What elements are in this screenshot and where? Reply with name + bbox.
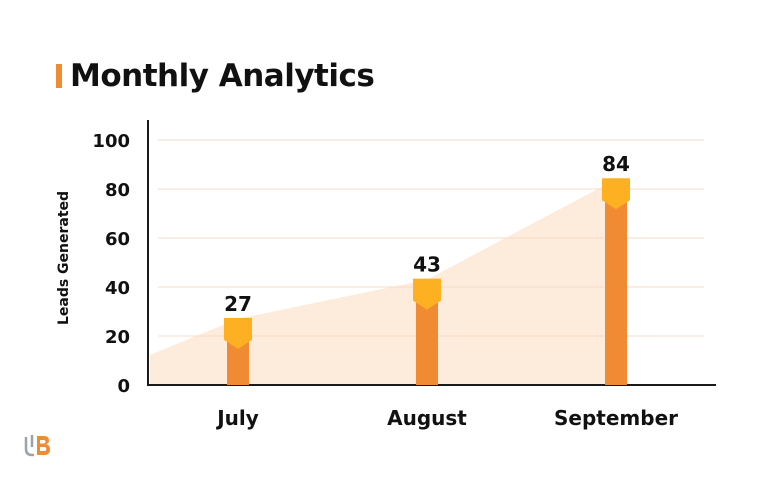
x-tick-label: July [215,406,259,430]
x-tick-label: September [554,406,678,430]
y-tick-label: 100 [92,131,130,152]
data-label: 84 [602,152,630,176]
y-tick-label: 80 [105,180,130,201]
bar-cap [413,278,441,310]
data-label: 27 [224,292,252,316]
chart-title: Monthly Analytics [70,58,375,94]
y-tick-label: 0 [117,376,130,397]
y-tick-label: 60 [105,229,130,250]
chart-title-group: Monthly Analytics [56,56,375,96]
y-axis-label: Leads Generated [56,191,72,325]
bar [605,179,627,385]
ub-logo-icon [24,435,50,457]
y-tick-label: 40 [105,278,130,299]
background-area [150,179,616,385]
bar-cap [602,178,630,210]
x-tick-label: August [387,406,467,430]
data-label: 43 [413,253,441,277]
bar-cap [224,317,252,349]
title-accent-bar [56,64,62,88]
y-tick-label: 20 [105,327,130,348]
